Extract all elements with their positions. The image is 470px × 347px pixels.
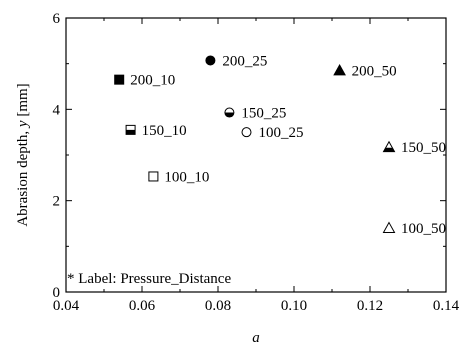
point-label: 100_25 [259, 125, 304, 141]
y-axis-title-main: Abrasion depth, [15, 127, 31, 227]
x-tick-label: 0.14 [433, 298, 460, 314]
point-label: 150_25 [241, 106, 286, 122]
square-marker-half [126, 129, 136, 135]
y-tick-label: 6 [53, 11, 61, 27]
point-label: 100_10 [164, 169, 209, 185]
axis-ticks [65, 17, 447, 293]
x-axis-title: a [252, 330, 260, 346]
point-label: 200_50 [352, 64, 397, 80]
y-axis-title-variable: y [15, 120, 31, 129]
triangle-marker [333, 63, 346, 76]
point-label: 150_50 [401, 140, 446, 156]
square-marker [114, 74, 125, 85]
point-label: 100_50 [401, 221, 446, 237]
point-label: 200_25 [222, 53, 267, 69]
x-tick-label: 0.12 [357, 298, 383, 314]
y-tick-label: 0 [53, 285, 61, 301]
x-tick-label: 0.10 [281, 298, 307, 314]
y-axis-title: Abrasion depth, y [mm] [15, 83, 31, 226]
x-tick-label: 0.04 [53, 298, 80, 314]
circle-marker [205, 55, 216, 66]
label-note: * Label: Pressure_Distance [67, 271, 231, 287]
x-tick-label: 0.06 [129, 298, 156, 314]
axis-tick-labels: 0.04 0.06 0.08 0.10 0.12 0.14 0 2 4 6 [53, 11, 460, 314]
x-tick-label: 0.08 [205, 298, 231, 314]
data-point-labels: 200_10 200_25 200_50 150_10 150_25 150_50 100_… [130, 53, 446, 237]
y-tick-label: 4 [53, 102, 61, 118]
triangle-marker-half [383, 147, 395, 152]
data-points [114, 55, 396, 233]
square-marker [148, 171, 159, 182]
circle-marker-half [224, 112, 234, 118]
y-tick-label: 2 [53, 194, 61, 210]
triangle-marker [382, 221, 396, 233]
circle-marker [241, 127, 252, 138]
point-label: 200_10 [130, 73, 175, 89]
point-label: 150_10 [142, 123, 187, 139]
y-axis-title-unit: [mm] [15, 83, 31, 120]
